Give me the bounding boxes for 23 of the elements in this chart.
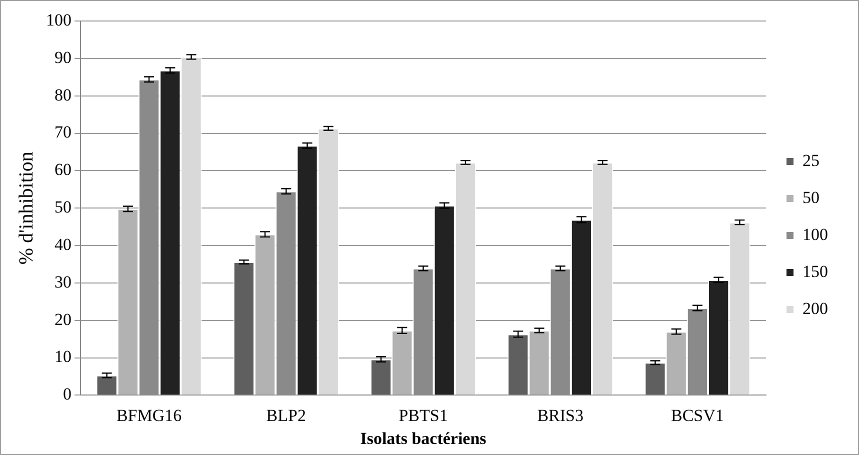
y-tick-label: 50 xyxy=(54,198,72,217)
x-tick-label: BFMG16 xyxy=(116,406,182,425)
y-tick-label: 70 xyxy=(54,122,72,142)
legend-label: 50 xyxy=(802,188,820,207)
x-tick-label: PBTS1 xyxy=(398,406,448,425)
y-tick-label: 60 xyxy=(54,160,72,180)
y-axis-title: % d'inhibition xyxy=(15,152,38,265)
legend-label: 200 xyxy=(802,298,828,318)
y-tick-label: 90 xyxy=(54,48,72,67)
y-tick-label: 30 xyxy=(54,272,72,292)
x-axis-title: Isolats bactériens xyxy=(360,429,487,448)
legend-label: 25 xyxy=(802,150,820,170)
legend-label: 100 xyxy=(802,224,828,244)
x-tick-label: BCSV1 xyxy=(670,406,724,425)
x-tick-label: BLP2 xyxy=(266,406,306,425)
x-tick-label: BRIS3 xyxy=(537,406,584,425)
legend-label: 150 xyxy=(802,262,828,281)
y-tick-label: 20 xyxy=(54,310,72,329)
y-tick-label: 40 xyxy=(54,234,72,254)
y-tick-label: 80 xyxy=(54,85,72,104)
y-tick-label: 10 xyxy=(54,347,72,366)
y-tick-label: 100 xyxy=(46,10,72,30)
y-tick-label: 0 xyxy=(63,384,72,404)
